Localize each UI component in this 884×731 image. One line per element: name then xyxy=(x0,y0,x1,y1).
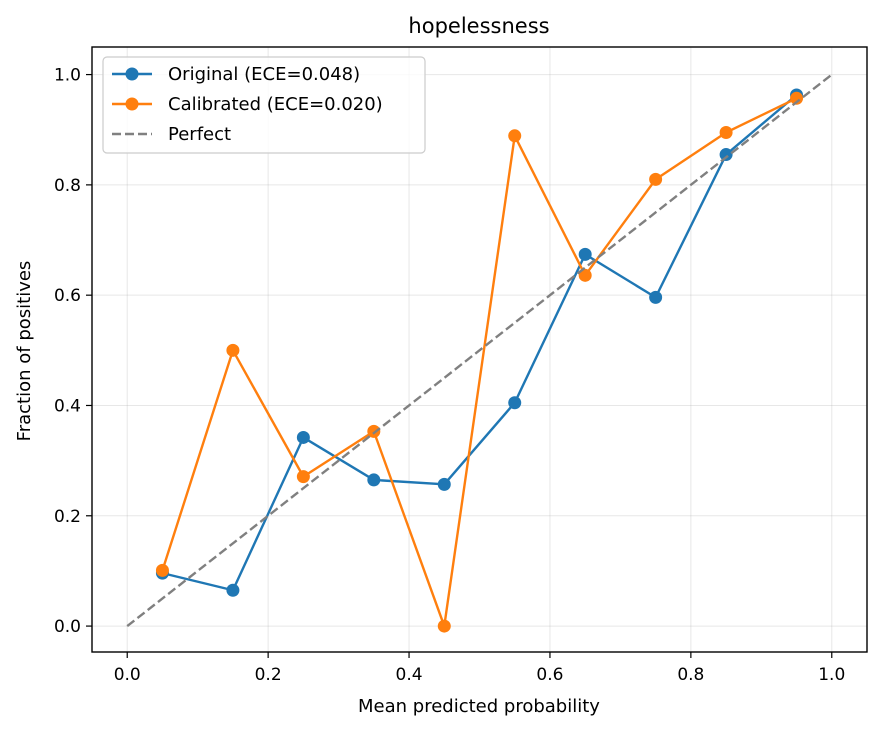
series-1 xyxy=(155,91,804,633)
x-tick-label: 0.4 xyxy=(396,665,423,685)
x-tick-label: 0.0 xyxy=(114,665,141,685)
y-axis-label: Fraction of positives xyxy=(14,261,35,442)
x-tick-label: 1.0 xyxy=(818,665,845,685)
data-point xyxy=(367,424,381,438)
plot-area-frame xyxy=(91,46,868,653)
data-point xyxy=(578,247,592,261)
data-point xyxy=(649,290,663,304)
series-2 xyxy=(126,73,833,628)
series-0 xyxy=(155,88,804,597)
data-point xyxy=(508,396,522,410)
data-point xyxy=(790,91,804,105)
legend-marker xyxy=(125,97,139,111)
data-point xyxy=(649,172,663,186)
data-point xyxy=(508,129,522,143)
chart-title: hopelessness xyxy=(408,14,549,38)
y-tick-label: 0.0 xyxy=(54,617,81,637)
legend-item: Perfect xyxy=(112,124,231,145)
data-point xyxy=(226,583,240,597)
data-point xyxy=(226,343,240,357)
data-point xyxy=(437,619,451,633)
x-axis-label: Mean predicted probability xyxy=(358,696,600,717)
data-point xyxy=(296,470,310,484)
y-tick-label: 0.6 xyxy=(54,286,81,306)
y-tick-label: 1.0 xyxy=(54,66,81,86)
legend-item: Original (ECE=0.048) xyxy=(112,64,360,85)
data-point xyxy=(719,148,733,162)
x-tick-label: 0.6 xyxy=(536,665,563,685)
series-line xyxy=(162,94,798,592)
y-tick-label: 0.4 xyxy=(54,396,81,416)
y-tick-label: 0.2 xyxy=(54,507,81,527)
y-tick-label: 0.8 xyxy=(54,176,81,196)
data-point xyxy=(578,268,592,282)
legend-label: Perfect xyxy=(168,124,231,145)
data-point xyxy=(296,430,310,444)
data-point xyxy=(367,473,381,487)
legend-label: Original (ECE=0.048) xyxy=(168,64,360,85)
series-layer xyxy=(126,73,833,633)
x-tick-label: 0.2 xyxy=(255,665,282,685)
legend-marker xyxy=(125,67,139,81)
axis-ticks: 0.0 0.2 0.4 0.6 0.8 1.0 0.0 0.2 0.4 0.6 0.8 1.0 xyxy=(54,66,845,685)
data-point xyxy=(437,477,451,491)
legend-item: Calibrated (ECE=0.020) xyxy=(112,94,383,115)
legend-label: Calibrated (ECE=0.020) xyxy=(168,94,383,115)
x-tick-label: 0.8 xyxy=(677,665,704,685)
series-line xyxy=(161,97,798,628)
data-point xyxy=(155,563,169,577)
series-line xyxy=(126,73,833,628)
data-point xyxy=(719,125,733,139)
legend: Original (ECE=0.048) Calibrated (ECE=0.02… xyxy=(102,56,426,154)
legend-box xyxy=(102,56,426,154)
